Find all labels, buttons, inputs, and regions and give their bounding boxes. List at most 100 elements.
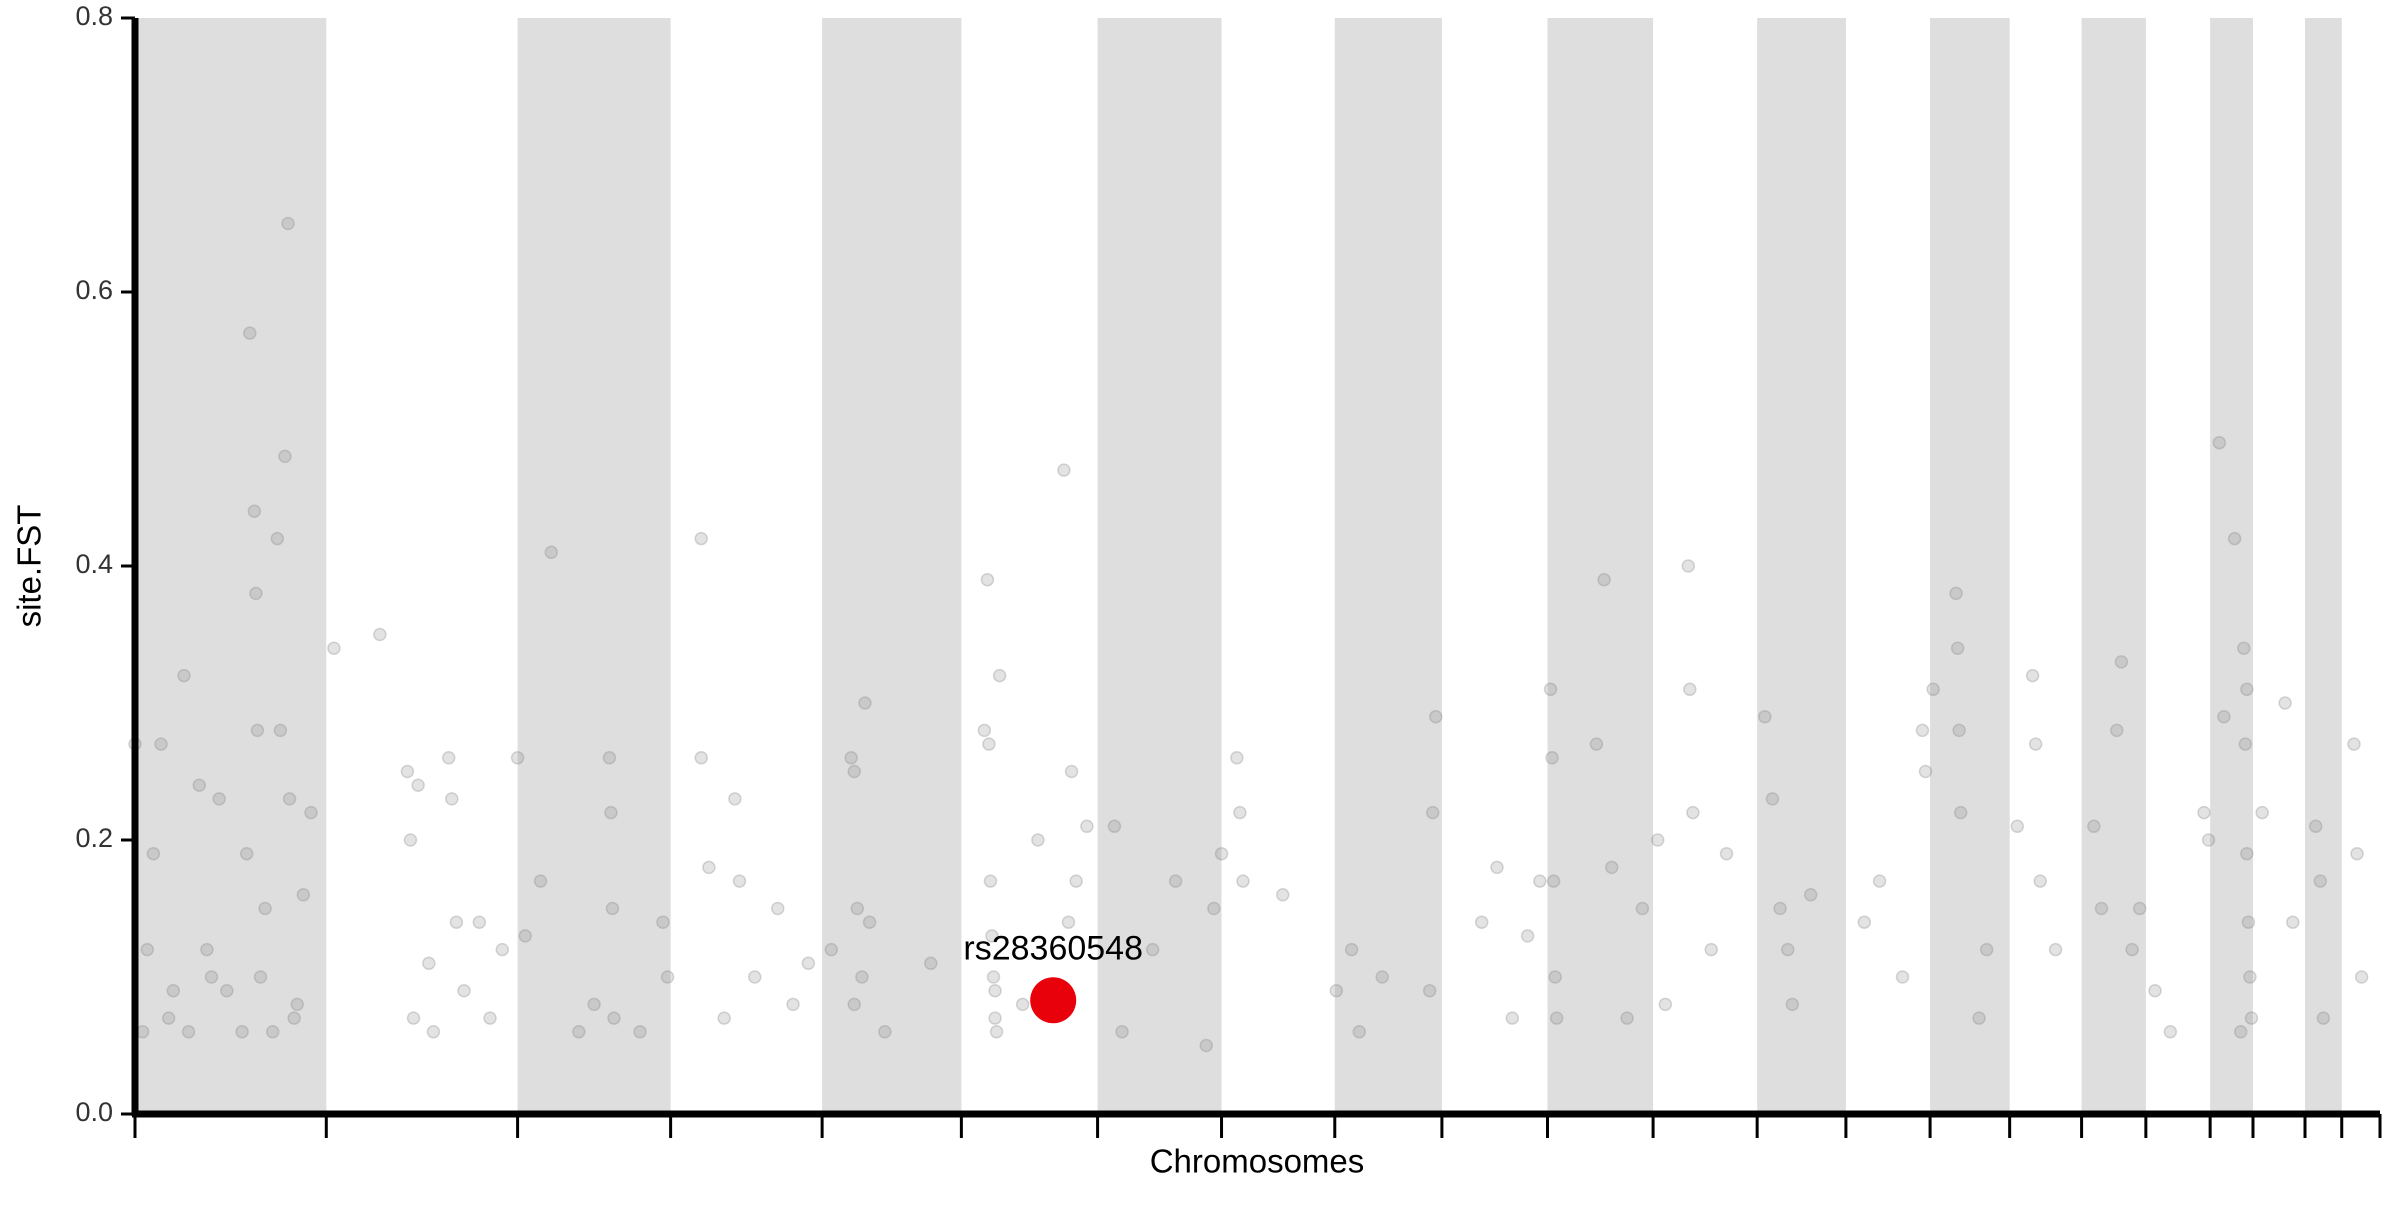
chromosome-band xyxy=(1930,18,2010,1114)
point xyxy=(786,997,800,1012)
chromosome-band xyxy=(1334,18,1442,1114)
point xyxy=(986,970,1001,984)
highlight-label: rs28360548 xyxy=(963,929,1143,967)
point xyxy=(200,942,214,957)
point xyxy=(1758,709,1772,724)
point xyxy=(2241,915,2256,929)
point xyxy=(1683,682,1697,697)
point xyxy=(1344,942,1359,957)
point xyxy=(204,970,219,984)
point xyxy=(483,1011,497,1025)
point xyxy=(177,668,191,683)
point xyxy=(1533,874,1547,888)
point xyxy=(2217,709,2231,724)
point xyxy=(660,970,675,984)
point xyxy=(847,764,862,779)
chromosome-band xyxy=(135,18,327,1114)
chromosome-band xyxy=(2305,18,2342,1114)
point xyxy=(924,956,938,971)
point xyxy=(270,531,285,546)
point xyxy=(1546,874,1561,888)
point xyxy=(572,1025,586,1039)
point xyxy=(850,901,865,916)
point xyxy=(1918,764,1933,779)
point xyxy=(449,915,464,929)
point xyxy=(166,983,181,998)
point xyxy=(304,805,318,820)
chromosome-band xyxy=(2081,18,2146,1114)
point xyxy=(1375,970,1389,984)
point xyxy=(1926,682,1940,697)
point xyxy=(2212,435,2227,450)
point xyxy=(1773,901,1787,916)
point xyxy=(1704,942,1718,957)
point xyxy=(801,956,816,971)
point xyxy=(544,545,559,560)
point xyxy=(273,723,288,738)
point xyxy=(212,792,226,806)
point xyxy=(983,874,998,888)
point xyxy=(1230,751,1244,765)
point xyxy=(1872,874,1887,888)
y-tick-label: 0.2 xyxy=(75,823,113,853)
axes: 0.0 0.2 0.4 0.6 0.8 xyxy=(75,1,2382,1138)
point xyxy=(2240,846,2254,861)
point xyxy=(2201,833,2216,847)
point xyxy=(1650,833,1665,847)
highlight-point xyxy=(1030,977,1077,1024)
point xyxy=(748,970,762,984)
point xyxy=(247,504,262,518)
point xyxy=(495,942,510,957)
point xyxy=(2094,901,2109,916)
y-tick-label: 0.4 xyxy=(75,549,113,579)
point xyxy=(988,1011,1002,1025)
point xyxy=(1658,997,1673,1012)
point xyxy=(406,1011,421,1025)
point xyxy=(1681,559,1696,573)
point xyxy=(2148,983,2162,998)
point xyxy=(243,326,257,340)
chromosome-band xyxy=(2210,18,2253,1114)
point xyxy=(1781,942,1795,957)
point xyxy=(1605,860,1619,875)
point xyxy=(250,723,265,738)
point xyxy=(1635,901,1650,916)
point xyxy=(249,586,263,601)
chromosome-band xyxy=(1757,18,1846,1114)
chromosome-band xyxy=(1547,18,1654,1114)
y-tick-label: 0.8 xyxy=(75,1,113,31)
point xyxy=(1949,586,1963,601)
point xyxy=(717,1011,731,1025)
point xyxy=(2087,819,2101,834)
point xyxy=(1972,1011,1986,1025)
point xyxy=(992,668,1007,683)
point xyxy=(239,846,254,861)
point xyxy=(1168,874,1183,888)
point xyxy=(1915,723,1930,738)
point xyxy=(1765,792,1780,806)
point xyxy=(445,792,459,806)
point xyxy=(982,737,996,751)
point xyxy=(1474,915,1489,929)
point xyxy=(472,915,487,929)
point xyxy=(2278,696,2292,710)
point xyxy=(770,901,785,916)
point xyxy=(1057,463,1071,477)
point xyxy=(1425,805,1440,820)
point xyxy=(282,792,297,806)
point xyxy=(411,778,425,792)
point xyxy=(373,627,387,642)
point xyxy=(2354,970,2369,984)
point xyxy=(422,956,436,971)
point xyxy=(1069,874,1083,888)
point xyxy=(403,833,418,847)
point xyxy=(702,860,716,875)
bands xyxy=(135,18,2342,1114)
point xyxy=(2313,874,2328,888)
point xyxy=(281,216,295,231)
point xyxy=(1015,997,1030,1012)
point xyxy=(1597,572,1611,587)
point xyxy=(161,1011,176,1025)
